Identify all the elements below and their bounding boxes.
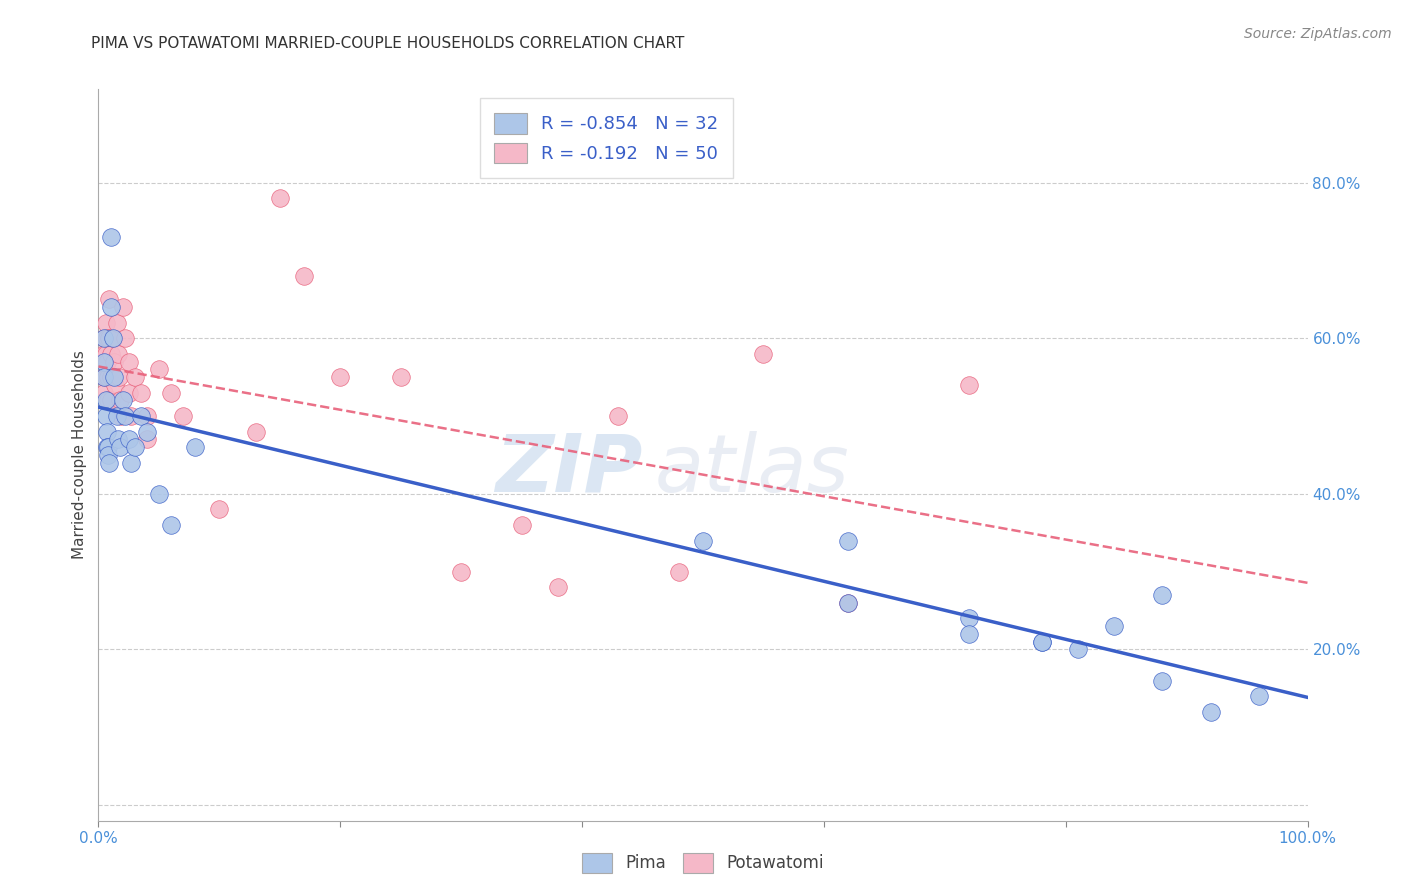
Point <box>118 354 141 368</box>
Point <box>93 347 115 361</box>
Point <box>98 331 121 345</box>
Point <box>245 425 267 439</box>
Point <box>607 409 630 423</box>
Point <box>108 440 131 454</box>
Point <box>118 433 141 447</box>
Point <box>96 354 118 368</box>
Point <box>1152 588 1174 602</box>
Point <box>107 433 129 447</box>
Point <box>1031 634 1053 648</box>
Point <box>389 370 412 384</box>
Point <box>837 596 859 610</box>
Point <box>97 440 120 454</box>
Point <box>108 370 131 384</box>
Point <box>108 393 131 408</box>
Y-axis label: Married-couple Households: Married-couple Households <box>72 351 87 559</box>
Point <box>100 393 122 408</box>
Point <box>124 370 146 384</box>
Point <box>100 230 122 244</box>
Point <box>97 370 120 384</box>
Point <box>98 456 121 470</box>
Point <box>292 268 315 283</box>
Point <box>118 385 141 400</box>
Point <box>1031 634 1053 648</box>
Point <box>1152 673 1174 688</box>
Point <box>752 347 775 361</box>
Point <box>184 440 207 454</box>
Point <box>93 370 115 384</box>
Point <box>114 331 136 345</box>
Point <box>101 331 124 345</box>
Point <box>94 347 117 361</box>
Point <box>104 377 127 392</box>
Point <box>103 354 125 368</box>
Text: PIMA VS POTAWATOMI MARRIED-COUPLE HOUSEHOLDS CORRELATION CHART: PIMA VS POTAWATOMI MARRIED-COUPLE HOUSEH… <box>91 36 685 51</box>
Point <box>105 409 128 423</box>
Point <box>96 440 118 454</box>
Point <box>160 385 183 400</box>
Point <box>100 300 122 314</box>
Point <box>172 409 194 423</box>
Point <box>1102 619 1125 633</box>
Point <box>120 409 142 423</box>
Point <box>93 370 115 384</box>
Point <box>269 191 291 205</box>
Point <box>135 425 157 439</box>
Point <box>93 331 115 345</box>
Point <box>120 456 142 470</box>
Point <box>547 580 569 594</box>
Point <box>93 354 115 368</box>
Point <box>103 370 125 384</box>
Point <box>111 393 134 408</box>
Point <box>129 409 152 423</box>
Text: atlas: atlas <box>655 431 849 508</box>
Point <box>94 370 117 384</box>
Point <box>94 393 117 408</box>
Point <box>837 533 859 548</box>
Point <box>957 611 980 625</box>
Point <box>450 565 472 579</box>
Point <box>129 385 152 400</box>
Point <box>98 293 121 307</box>
Point <box>93 385 115 400</box>
Point <box>692 533 714 548</box>
Legend: R = -0.854   N = 32, R = -0.192   N = 50: R = -0.854 N = 32, R = -0.192 N = 50 <box>479 98 733 178</box>
Point <box>110 409 132 423</box>
Point <box>957 627 980 641</box>
Point <box>93 331 115 345</box>
Point <box>105 316 128 330</box>
Point <box>160 518 183 533</box>
Point <box>114 409 136 423</box>
Point <box>107 347 129 361</box>
Point <box>97 393 120 408</box>
Point <box>668 565 690 579</box>
Point <box>94 409 117 423</box>
Point <box>957 377 980 392</box>
Point <box>329 370 352 384</box>
Text: ZIP: ZIP <box>495 431 643 508</box>
Point <box>510 518 533 533</box>
Point <box>124 440 146 454</box>
Point <box>101 331 124 345</box>
Text: Source: ZipAtlas.com: Source: ZipAtlas.com <box>1244 27 1392 41</box>
Point <box>208 502 231 516</box>
Point <box>97 448 120 462</box>
Point <box>100 347 122 361</box>
Legend: Pima, Potawatomi: Pima, Potawatomi <box>575 847 831 880</box>
Point <box>111 300 134 314</box>
Point <box>96 331 118 345</box>
Point <box>135 409 157 423</box>
Point <box>94 316 117 330</box>
Point <box>1067 642 1090 657</box>
Point <box>96 425 118 439</box>
Point <box>148 362 170 376</box>
Point <box>837 596 859 610</box>
Point <box>135 433 157 447</box>
Point <box>148 487 170 501</box>
Point <box>1249 689 1271 703</box>
Point <box>1199 705 1222 719</box>
Point <box>100 370 122 384</box>
